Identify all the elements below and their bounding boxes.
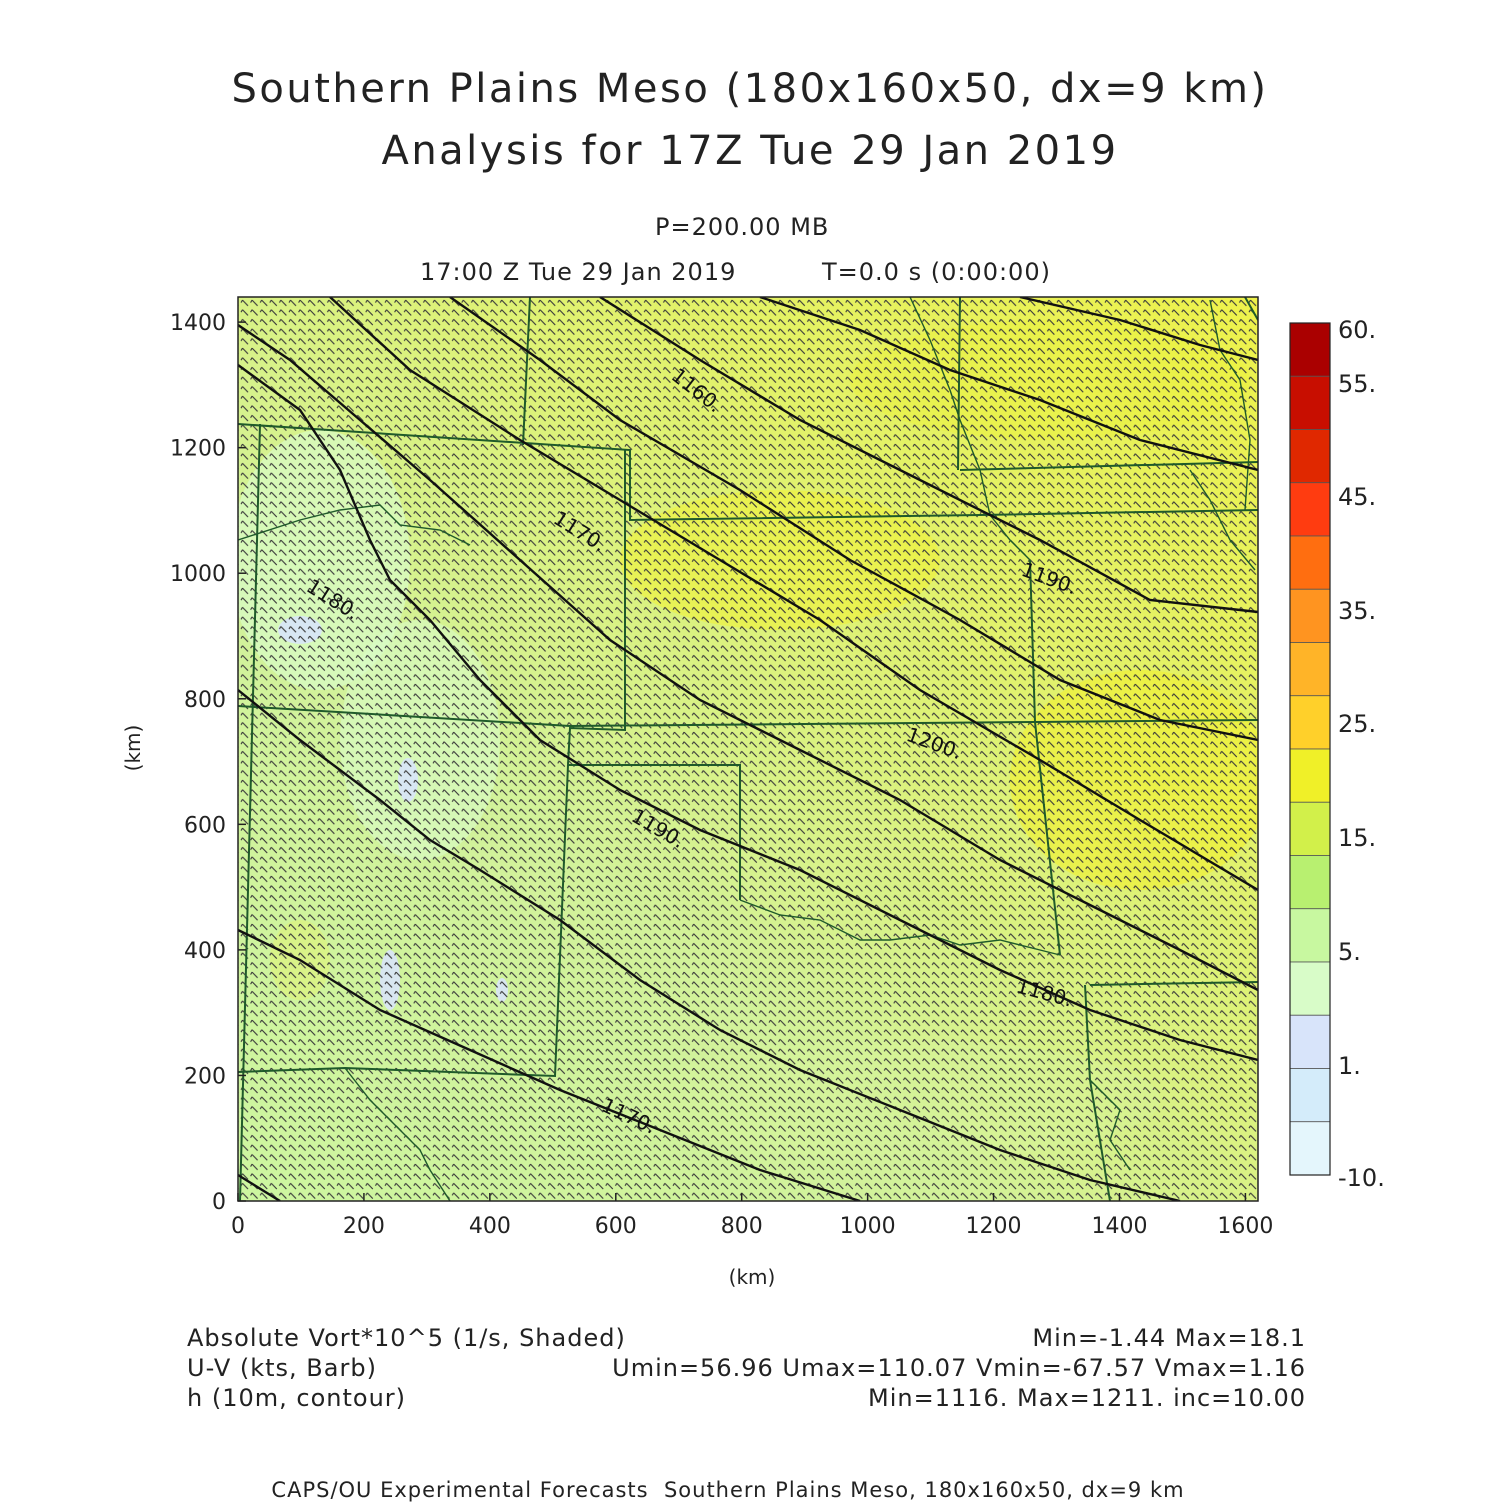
colorbar-swatch [1289,748,1331,803]
vector-field-label: U-V (kts, Barb) [187,1354,377,1382]
colorbar-label: -10. [1338,1164,1385,1192]
title-line-1: Southern Plains Meso (180x160x50, dx=9 k… [231,66,1269,112]
x-tick-label: 600 [595,1214,637,1239]
pressure-level: P=200.00 MB [655,213,830,241]
x-tick-label: 200 [343,1214,385,1239]
colorbar: 60. 55. 45. 35. 25. 15. 5. 1. -10. [1289,316,1385,1192]
x-axis-label: (km) [729,1265,776,1289]
colorbar-swatch [1289,322,1331,377]
y-tick-label: 400 [184,939,226,964]
river-borders [238,297,1256,1201]
colorbar-swatch [1289,642,1331,697]
colorbar-swatch [1289,535,1331,590]
x-tick-label: 1000 [840,1214,896,1239]
colorbar-label: 5. [1338,938,1361,966]
y-tick-label: 600 [184,813,226,838]
colorbar-label: 1. [1338,1052,1361,1080]
y-axis-label: (km) [121,725,145,772]
plot-frame [237,296,1259,1202]
contour-field-label: h (10m, contour) [187,1384,407,1412]
colorbar-swatch [1289,908,1331,963]
colorbar-swatch [1289,482,1331,537]
height-contours [238,297,1258,1201]
y-tick-label: 1000 [170,562,226,587]
model-time: T=0.0 s (0:00:00) [822,258,1051,286]
colorbar-label: 35. [1338,597,1376,625]
colorbar-swatch [1289,588,1331,643]
colorbar-label: 60. [1338,316,1376,344]
shaded-field-label: Absolute Vort*10^5 (1/s, Shaded) [187,1324,626,1352]
colorbar-label: 45. [1338,483,1376,511]
y-tick-label: 200 [184,1064,226,1089]
colorbar-label: 25. [1338,710,1376,738]
x-tick-label: 1400 [1091,1214,1147,1239]
y-tick-label: 1200 [170,437,226,462]
y-tick-label: 800 [184,688,226,713]
footer-credit: CAPS/OU Experimental Forecasts Southern … [271,1478,1185,1502]
x-tick-label: 0 [231,1214,245,1239]
y-tick-label: 0 [212,1190,226,1215]
colorbar-swatch [1289,961,1331,1016]
colorbar-label: 15. [1338,824,1376,852]
colorbar-swatch [1289,1068,1331,1123]
wind-barbs [238,297,1258,1201]
x-tick-label: 1200 [966,1214,1022,1239]
colorbar-swatch [1289,801,1331,856]
contour-field-stats: Min=1116. Max=1211. inc=10.00 [868,1384,1306,1412]
shaded-field-stats: Min=-1.44 Max=18.1 [1032,1324,1306,1352]
colorbar-swatch [1289,1014,1331,1069]
colorbar-swatch [1289,695,1331,750]
title-line-2: Analysis for 17Z Tue 29 Jan 2019 [381,128,1119,174]
colorbar-label: 55. [1338,370,1376,398]
valid-time: 17:00 Z Tue 29 Jan 2019 [420,258,737,286]
x-tick-label: 1600 [1217,1214,1273,1239]
colorbar-swatch [1289,1121,1331,1176]
colorbar-swatch [1289,429,1331,484]
y-tick-label: 1400 [170,311,226,336]
colorbar-swatch [1289,375,1331,430]
colorbar-swatch [1289,855,1331,910]
axes: 0 200 400 600 800 1000 1200 1400 1600 0 200 400 600 8… [121,311,1273,1289]
x-tick-label: 800 [721,1214,763,1239]
vector-field-stats: Umin=56.96 Umax=110.07 Vmin=-67.57 Vmax=… [612,1354,1306,1382]
x-tick-label: 400 [469,1214,511,1239]
